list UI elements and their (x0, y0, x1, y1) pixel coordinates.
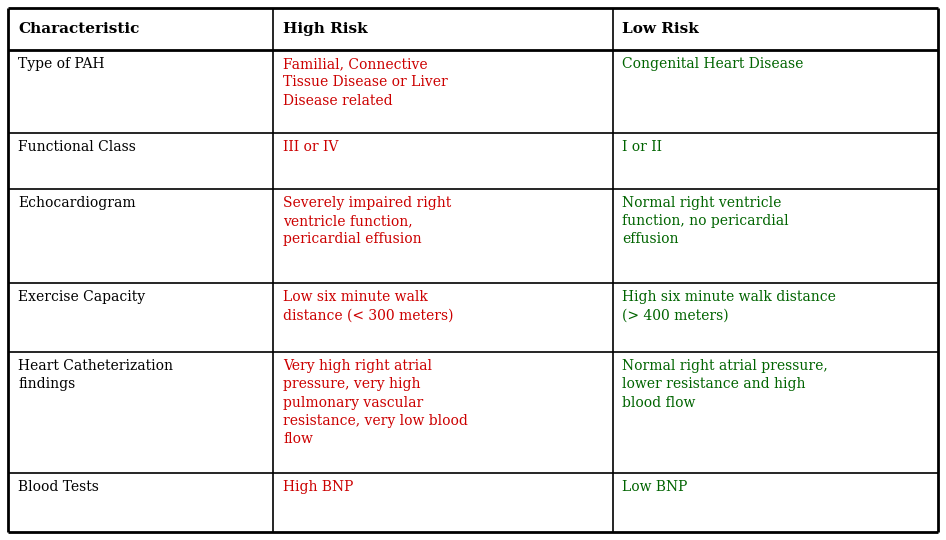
Text: Normal right ventricle
function, no pericardial
effusion: Normal right ventricle function, no peri… (622, 195, 789, 246)
Text: Functional Class: Functional Class (18, 140, 136, 154)
Text: Severely impaired right
ventricle function,
pericardial effusion: Severely impaired right ventricle functi… (283, 195, 451, 246)
Text: Echocardiogram: Echocardiogram (18, 195, 135, 210)
Text: High six minute walk distance
(> 400 meters): High six minute walk distance (> 400 met… (622, 291, 836, 323)
Text: Heart Catheterization
findings: Heart Catheterization findings (18, 359, 173, 391)
Text: Low six minute walk
distance (< 300 meters): Low six minute walk distance (< 300 mete… (283, 291, 453, 323)
Text: Familial, Connective
Tissue Disease or Liver
Disease related: Familial, Connective Tissue Disease or L… (283, 57, 447, 108)
Text: I or II: I or II (622, 140, 662, 154)
Text: Characteristic: Characteristic (18, 22, 139, 36)
Text: Low BNP: Low BNP (622, 480, 688, 494)
Text: Normal right atrial pressure,
lower resistance and high
blood flow: Normal right atrial pressure, lower resi… (622, 359, 829, 409)
Text: Congenital Heart Disease: Congenital Heart Disease (622, 57, 804, 71)
Text: High BNP: High BNP (283, 480, 354, 494)
Text: Exercise Capacity: Exercise Capacity (18, 291, 145, 305)
Text: Very high right atrial
pressure, very high
pulmonary vascular
resistance, very l: Very high right atrial pressure, very hi… (283, 359, 468, 447)
Text: III or IV: III or IV (283, 140, 339, 154)
Text: Blood Tests: Blood Tests (18, 480, 99, 494)
Text: Low Risk: Low Risk (622, 22, 699, 36)
Text: Type of PAH: Type of PAH (18, 57, 104, 71)
Text: High Risk: High Risk (283, 22, 368, 36)
